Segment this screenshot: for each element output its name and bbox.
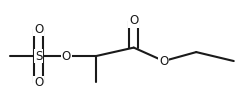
Text: O: O	[159, 55, 168, 68]
Text: O: O	[62, 50, 71, 62]
Text: O: O	[129, 14, 138, 27]
Text: O: O	[34, 23, 43, 36]
Text: S: S	[35, 50, 42, 62]
Text: O: O	[34, 76, 43, 89]
